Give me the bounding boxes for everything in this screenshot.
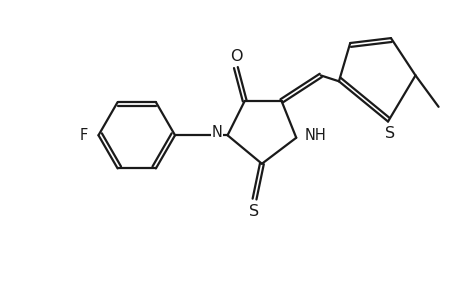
Text: S: S <box>249 204 259 219</box>
Text: N: N <box>211 125 222 140</box>
Text: F: F <box>79 128 88 143</box>
Text: S: S <box>385 126 395 141</box>
Text: O: O <box>229 49 241 64</box>
Text: NH: NH <box>304 128 326 143</box>
